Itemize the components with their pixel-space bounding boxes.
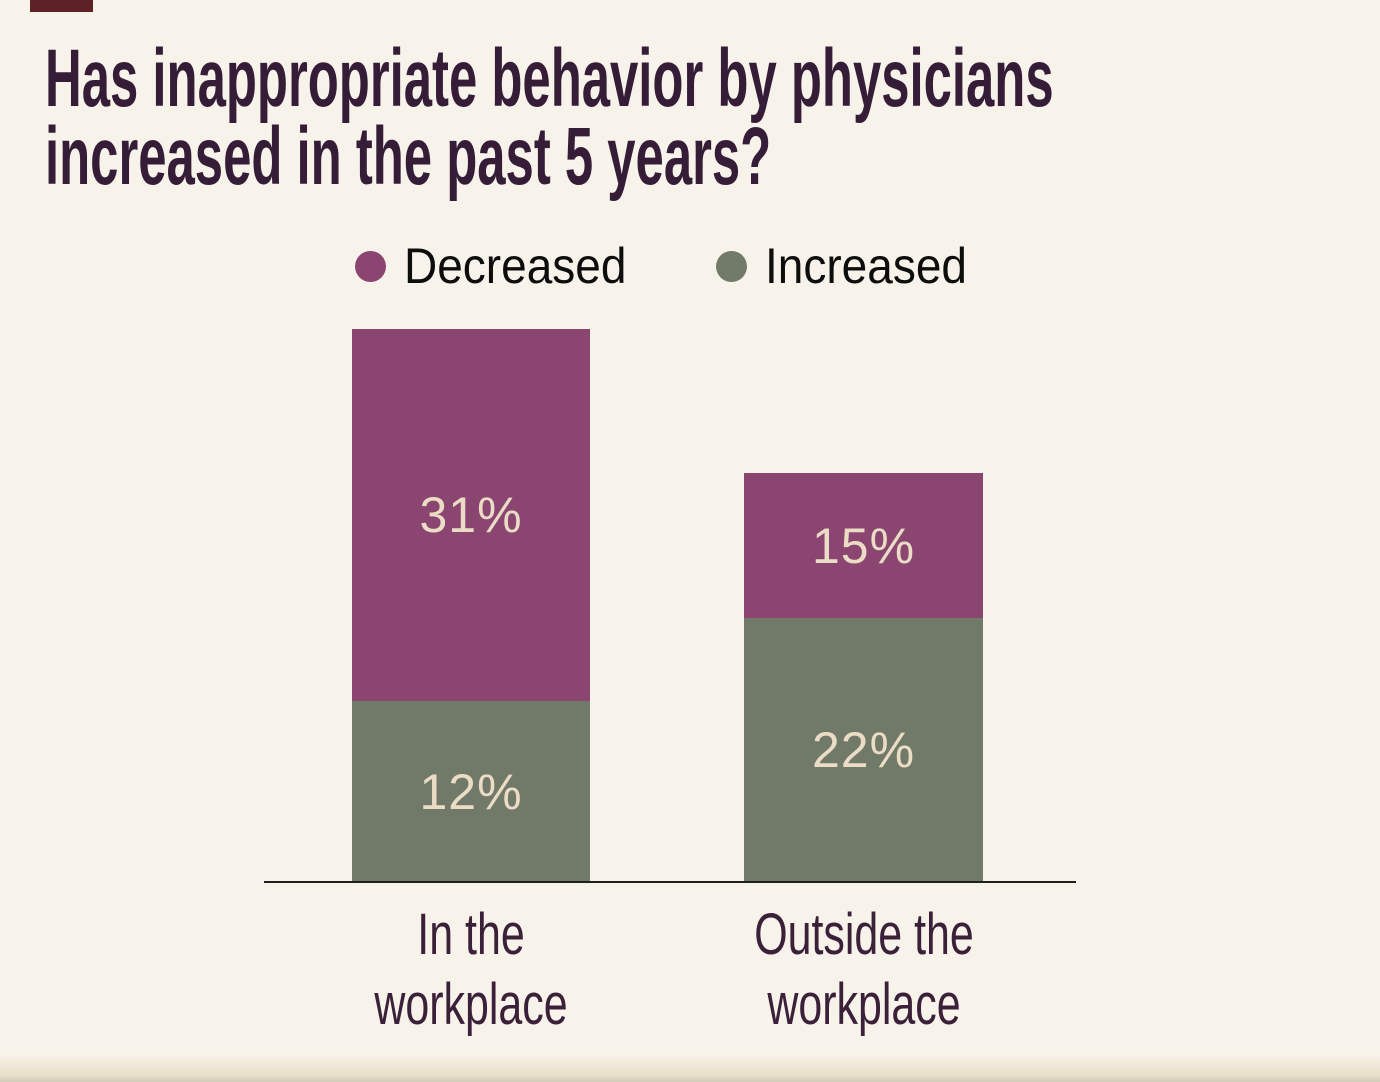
chart-title: Has inappropriate behavior by physicians… <box>45 33 1054 202</box>
category-label-line: Outside the <box>754 902 974 967</box>
x-axis-baseline <box>264 881 1076 883</box>
value-label: 12% <box>419 763 523 820</box>
value-label: 22% <box>811 722 916 778</box>
page-bottom-edge <box>0 1054 1380 1082</box>
legend-label-decreased: Decreased <box>404 238 627 294</box>
chart-title-line-2: increased in the past 5 years? <box>45 111 772 202</box>
legend-label-increased: Increased <box>765 238 968 294</box>
value-label: 31% <box>419 487 523 543</box>
category-label-line: workplace <box>374 972 568 1037</box>
bar-segment-in-workplace-increased: 12% <box>352 701 590 882</box>
value-label: 15% <box>811 517 916 574</box>
bar-segment-outside-workplace-increased: 22% <box>744 618 983 882</box>
decreased-swatch-icon <box>355 250 387 282</box>
category-label-in-workplace: In the workplace <box>338 900 604 1040</box>
brand-accent-mark <box>30 0 93 12</box>
bar-segment-outside-workplace-decreased: 15% <box>744 473 983 618</box>
category-label-line: workplace <box>767 972 961 1037</box>
category-label-outside-workplace: Outside the workplace <box>731 900 997 1040</box>
bar-segment-in-workplace-decreased: 31% <box>352 329 590 701</box>
increased-swatch-icon <box>716 250 748 282</box>
chart-title-line-1: Has inappropriate behavior by physicians <box>45 33 1054 124</box>
legend: Decreased Increased <box>264 238 1076 294</box>
category-label-line: In the <box>417 902 525 967</box>
legend-item-decreased: Decreased <box>355 241 646 291</box>
legend-item-increased: Increased <box>716 241 985 291</box>
